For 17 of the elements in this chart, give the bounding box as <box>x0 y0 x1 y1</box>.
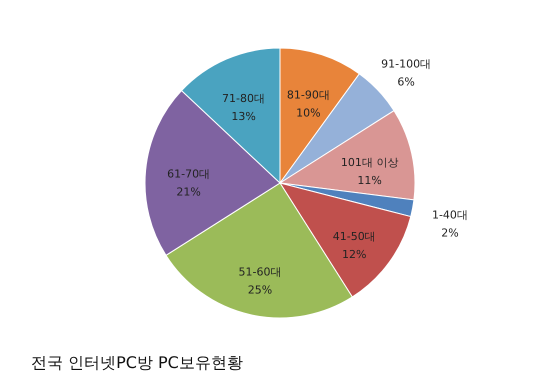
slice-label: 71-80대 <box>222 92 266 105</box>
data-label: 2% <box>441 226 459 240</box>
slice-label: 81-90대 <box>286 88 330 102</box>
slice-label: 91-100대 <box>381 58 432 71</box>
data-label: 10% <box>296 106 321 120</box>
data-label: 25% <box>248 284 272 297</box>
slice-label: 51-60대 <box>238 266 282 279</box>
slice-label: 41-50대 <box>332 230 376 243</box>
slice-label: 61-70대 <box>167 167 210 180</box>
slice-label: 1-40대 <box>432 208 468 222</box>
slice-label: 101대 이상 <box>340 156 398 169</box>
data-label: 12% <box>342 248 366 261</box>
data-label: 6% <box>397 76 415 89</box>
text: 전국 인터넷PC방 PC보유현황 <box>31 353 243 372</box>
data-label: 11% <box>357 174 382 187</box>
data-label: 21% <box>176 185 201 198</box>
data-label: 13% <box>231 110 256 123</box>
